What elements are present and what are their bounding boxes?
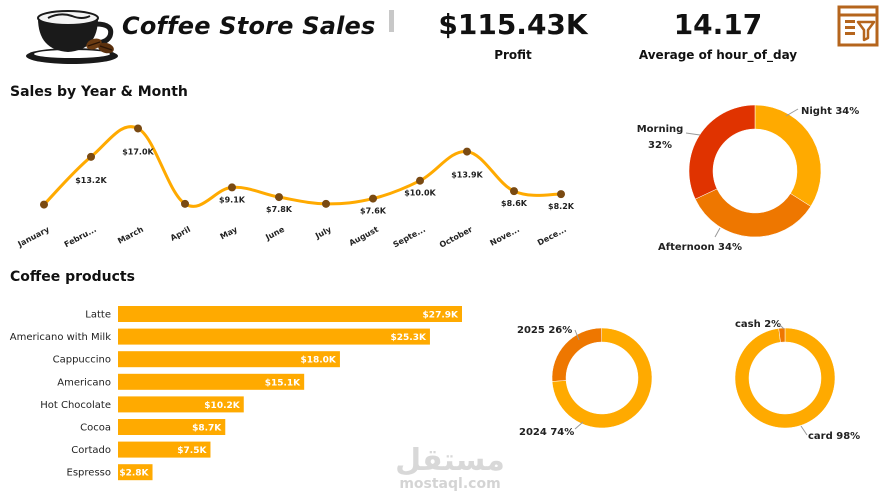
line-point-7: [369, 194, 377, 203]
month-tick-label-10: Nove...: [489, 225, 521, 248]
donut3-label-cash: cash 2%: [735, 319, 781, 330]
line-point-4: [228, 183, 236, 192]
dashboard-title: Coffee Store Sales: [122, 12, 376, 40]
product-value-label-1: $25.3K: [390, 333, 426, 343]
line-point-1: [87, 152, 95, 161]
coffee-cup-logo-icon: [26, 10, 118, 64]
line-point-8: [416, 176, 424, 185]
donut3-label-card: card 98%: [808, 431, 860, 442]
line-point-3: [181, 199, 189, 208]
donut1-label-morning: Morning: [637, 124, 684, 135]
filter-pane-icon[interactable]: [837, 5, 879, 47]
line-point-6: [322, 199, 330, 208]
product-bar-1: [118, 328, 430, 345]
product-label-7: Espresso: [67, 468, 111, 479]
donut1-leader-night: [785, 108, 799, 117]
kpi-avg-hour-value: 14.17: [673, 8, 763, 41]
month-tick-label-5: June: [263, 225, 286, 243]
coffee-products-bar-chart: Latte $27.9K Americano with Milk $25.3K Capp…: [10, 306, 462, 481]
line-data-label-11: $8.2K: [548, 202, 575, 211]
donut1-label-afternoon: Afternoon 34%: [658, 242, 742, 253]
month-tick-label-6: July: [313, 224, 333, 241]
product-value-label-7: $2.8K: [119, 469, 149, 479]
donut2-leader-2025: [574, 329, 580, 341]
kpi-profit-label: Profit: [494, 48, 532, 62]
product-value-label-6: $7.5K: [177, 446, 207, 456]
product-bar-0: [118, 306, 462, 322]
month-tick-label-11: Dece...: [536, 225, 568, 248]
month-tick-label-1: Febru...: [63, 225, 98, 249]
year-donut-chart: 2025 26% 2024 74%: [517, 325, 653, 438]
month-tick-label-2: March: [116, 225, 145, 246]
donut2-label-2024: 2024 74%: [519, 427, 574, 438]
line-data-label-8: $10.0K: [404, 189, 436, 198]
line-point-10: [510, 187, 518, 196]
product-label-0: Latte: [85, 310, 111, 321]
line-point-11: [557, 190, 565, 199]
product-label-4: Hot Chocolate: [40, 400, 111, 411]
line-data-label-2: $17.0K: [122, 147, 154, 156]
product-value-label-2: $18.0K: [300, 356, 336, 366]
product-bar-3: [118, 373, 305, 390]
product-bar-6: [118, 441, 211, 458]
product-value-label-3: $15.1K: [265, 378, 301, 388]
donut2-leader-2024: [574, 421, 584, 430]
line-chart-title: Sales by Year & Month: [10, 84, 188, 100]
donut1-slice-afternoon: [694, 188, 812, 238]
donut3-slice-cash: [778, 327, 786, 343]
donut3-leader-card: [800, 425, 808, 436]
sales-by-month-line-chart: January $13.2K Febru... $17.0K March April $9.…: [16, 124, 575, 250]
donut2-slice-2024: [551, 327, 653, 429]
watermark-latin: mostaql.com: [399, 476, 500, 492]
product-label-3: Americano: [57, 377, 111, 388]
month-tick-label-7: August: [348, 225, 381, 248]
line-data-label-1: $13.2K: [75, 176, 107, 185]
donut1-label-morning-pct: 32%: [648, 140, 672, 151]
product-bar-7: [118, 464, 153, 481]
line-point-9: [463, 147, 471, 156]
product-label-1: Americano with Milk: [10, 332, 111, 343]
line-point-5: [275, 193, 283, 202]
line-data-label-7: $7.6K: [360, 207, 387, 216]
month-tick-label-4: May: [219, 224, 240, 241]
watermark-arabic: مستقل: [395, 443, 505, 478]
header-divider: [389, 10, 394, 32]
month-tick-label-3: April: [169, 225, 192, 243]
line-data-label-4: $9.1K: [219, 195, 246, 204]
donut1-leader-afternoon: [714, 227, 721, 238]
product-label-6: Cortado: [71, 445, 111, 456]
product-label-2: Cappuccino: [53, 355, 111, 366]
product-value-label-0: $27.9K: [423, 311, 459, 321]
sales-line: [42, 125, 562, 208]
kpi-profit-value: $115.43K: [438, 8, 588, 41]
line-data-label-5: $7.8K: [266, 205, 293, 214]
month-tick-label-9: October: [438, 225, 474, 250]
payment-donut-chart: cash 2% card 98%: [734, 319, 860, 442]
donut1-slice-morning: [688, 104, 756, 200]
donut1-leader-morning: [685, 132, 701, 136]
product-bar-2: [118, 351, 340, 368]
month-tick-label-8: Septe...: [392, 225, 427, 250]
line-point-0: [40, 200, 48, 209]
watermark: مستقل mostaql.com: [395, 443, 505, 492]
donut1-label-night: Night 34%: [801, 106, 859, 117]
donut2-label-2025: 2025 26%: [517, 325, 572, 336]
product-label-5: Cocoa: [80, 423, 111, 434]
donut1-slice-night: [754, 104, 822, 207]
product-bar-5: [118, 419, 226, 435]
kpi-avg-hour-label: Average of hour_of_day: [638, 48, 798, 62]
product-bar-4: [118, 396, 244, 413]
product-value-label-5: $8.7K: [192, 424, 222, 434]
line-point-2: [134, 124, 142, 133]
donut3-leader-cash: [778, 323, 785, 330]
bar-chart-title: Coffee products: [10, 269, 135, 285]
donut3-slice-card: [734, 327, 836, 429]
month-tick-label-0: January: [16, 224, 52, 249]
product-value-label-4: $10.2K: [204, 401, 240, 411]
line-data-label-10: $8.6K: [501, 199, 528, 208]
line-data-label-9: $13.9K: [451, 171, 483, 180]
time-of-day-donut-chart: Night 34% Afternoon 34% Morning 32%: [637, 104, 859, 253]
